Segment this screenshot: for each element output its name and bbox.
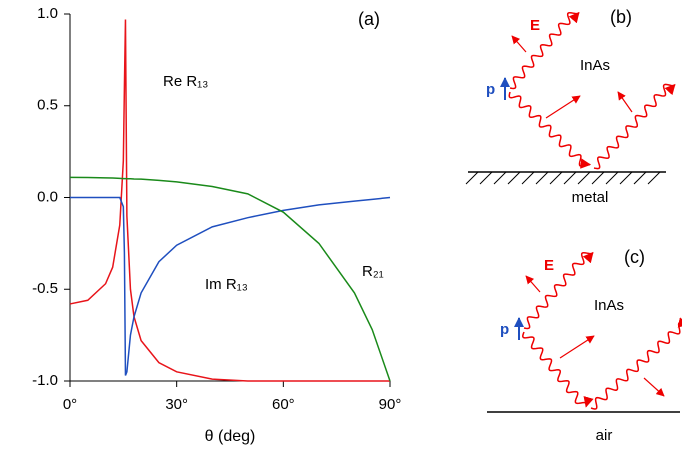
hatch — [521, 171, 535, 185]
substrate-label: air — [596, 427, 613, 444]
diagram: (c) Ep InAs air — [487, 247, 682, 444]
hatch — [633, 171, 647, 185]
panel-label: (c) — [624, 247, 645, 267]
y-tick-label: 0.5 — [37, 97, 58, 114]
hatch — [493, 171, 507, 185]
photon — [523, 251, 594, 330]
medium-label: InAs — [580, 57, 610, 74]
diagram: (b) Ep InAs metal — [465, 7, 676, 206]
hatch — [577, 171, 591, 185]
y-tick-label: -1.0 — [32, 372, 58, 389]
series-label: Im R₁₃ — [205, 276, 248, 293]
series-line — [70, 196, 391, 376]
diagrams: (b) Ep InAs metal (c) Ep InAs air — [465, 7, 682, 444]
photon — [593, 83, 676, 170]
photon — [508, 91, 592, 169]
series-label: R₂₁ — [362, 263, 384, 280]
x-tick-label: 90° — [379, 396, 402, 413]
field-label: E — [544, 257, 554, 274]
series-line — [69, 176, 391, 382]
field-vector — [545, 95, 581, 119]
hatch — [507, 171, 521, 185]
hatch — [465, 171, 479, 185]
panel-label: (a) — [358, 9, 380, 29]
series-line — [69, 19, 390, 382]
hatch — [563, 171, 577, 185]
x-axis-label: θ (deg) — [205, 428, 256, 445]
hatch — [619, 171, 633, 185]
hatch — [605, 171, 619, 185]
field-vector — [617, 91, 633, 113]
polarization-label: p — [500, 321, 509, 338]
field-vector — [525, 275, 541, 293]
hatch — [591, 171, 605, 185]
y-tick-label: 1.0 — [37, 5, 58, 22]
field-vector — [559, 335, 595, 359]
y-tick-label: 0.0 — [37, 188, 58, 205]
substrate-label: metal — [572, 189, 609, 206]
hatch — [647, 171, 661, 185]
hatch — [549, 171, 563, 185]
photon — [522, 331, 594, 408]
medium-label: InAs — [594, 297, 624, 314]
field-vector — [511, 35, 527, 53]
field-vector — [643, 377, 665, 397]
hatch — [535, 171, 549, 185]
x-tick-label: 0° — [63, 396, 77, 413]
polarization-label: p — [486, 81, 495, 98]
x-tick-label: 60° — [272, 396, 295, 413]
y-tick-label: -0.5 — [32, 280, 58, 297]
photon — [590, 317, 682, 410]
hatch — [479, 171, 493, 185]
photon — [509, 11, 580, 90]
x-tick-label: 30° — [165, 396, 188, 413]
panel-label: (b) — [610, 7, 632, 27]
series-label: Re R₁₃ — [163, 73, 208, 90]
field-label: E — [530, 17, 540, 34]
